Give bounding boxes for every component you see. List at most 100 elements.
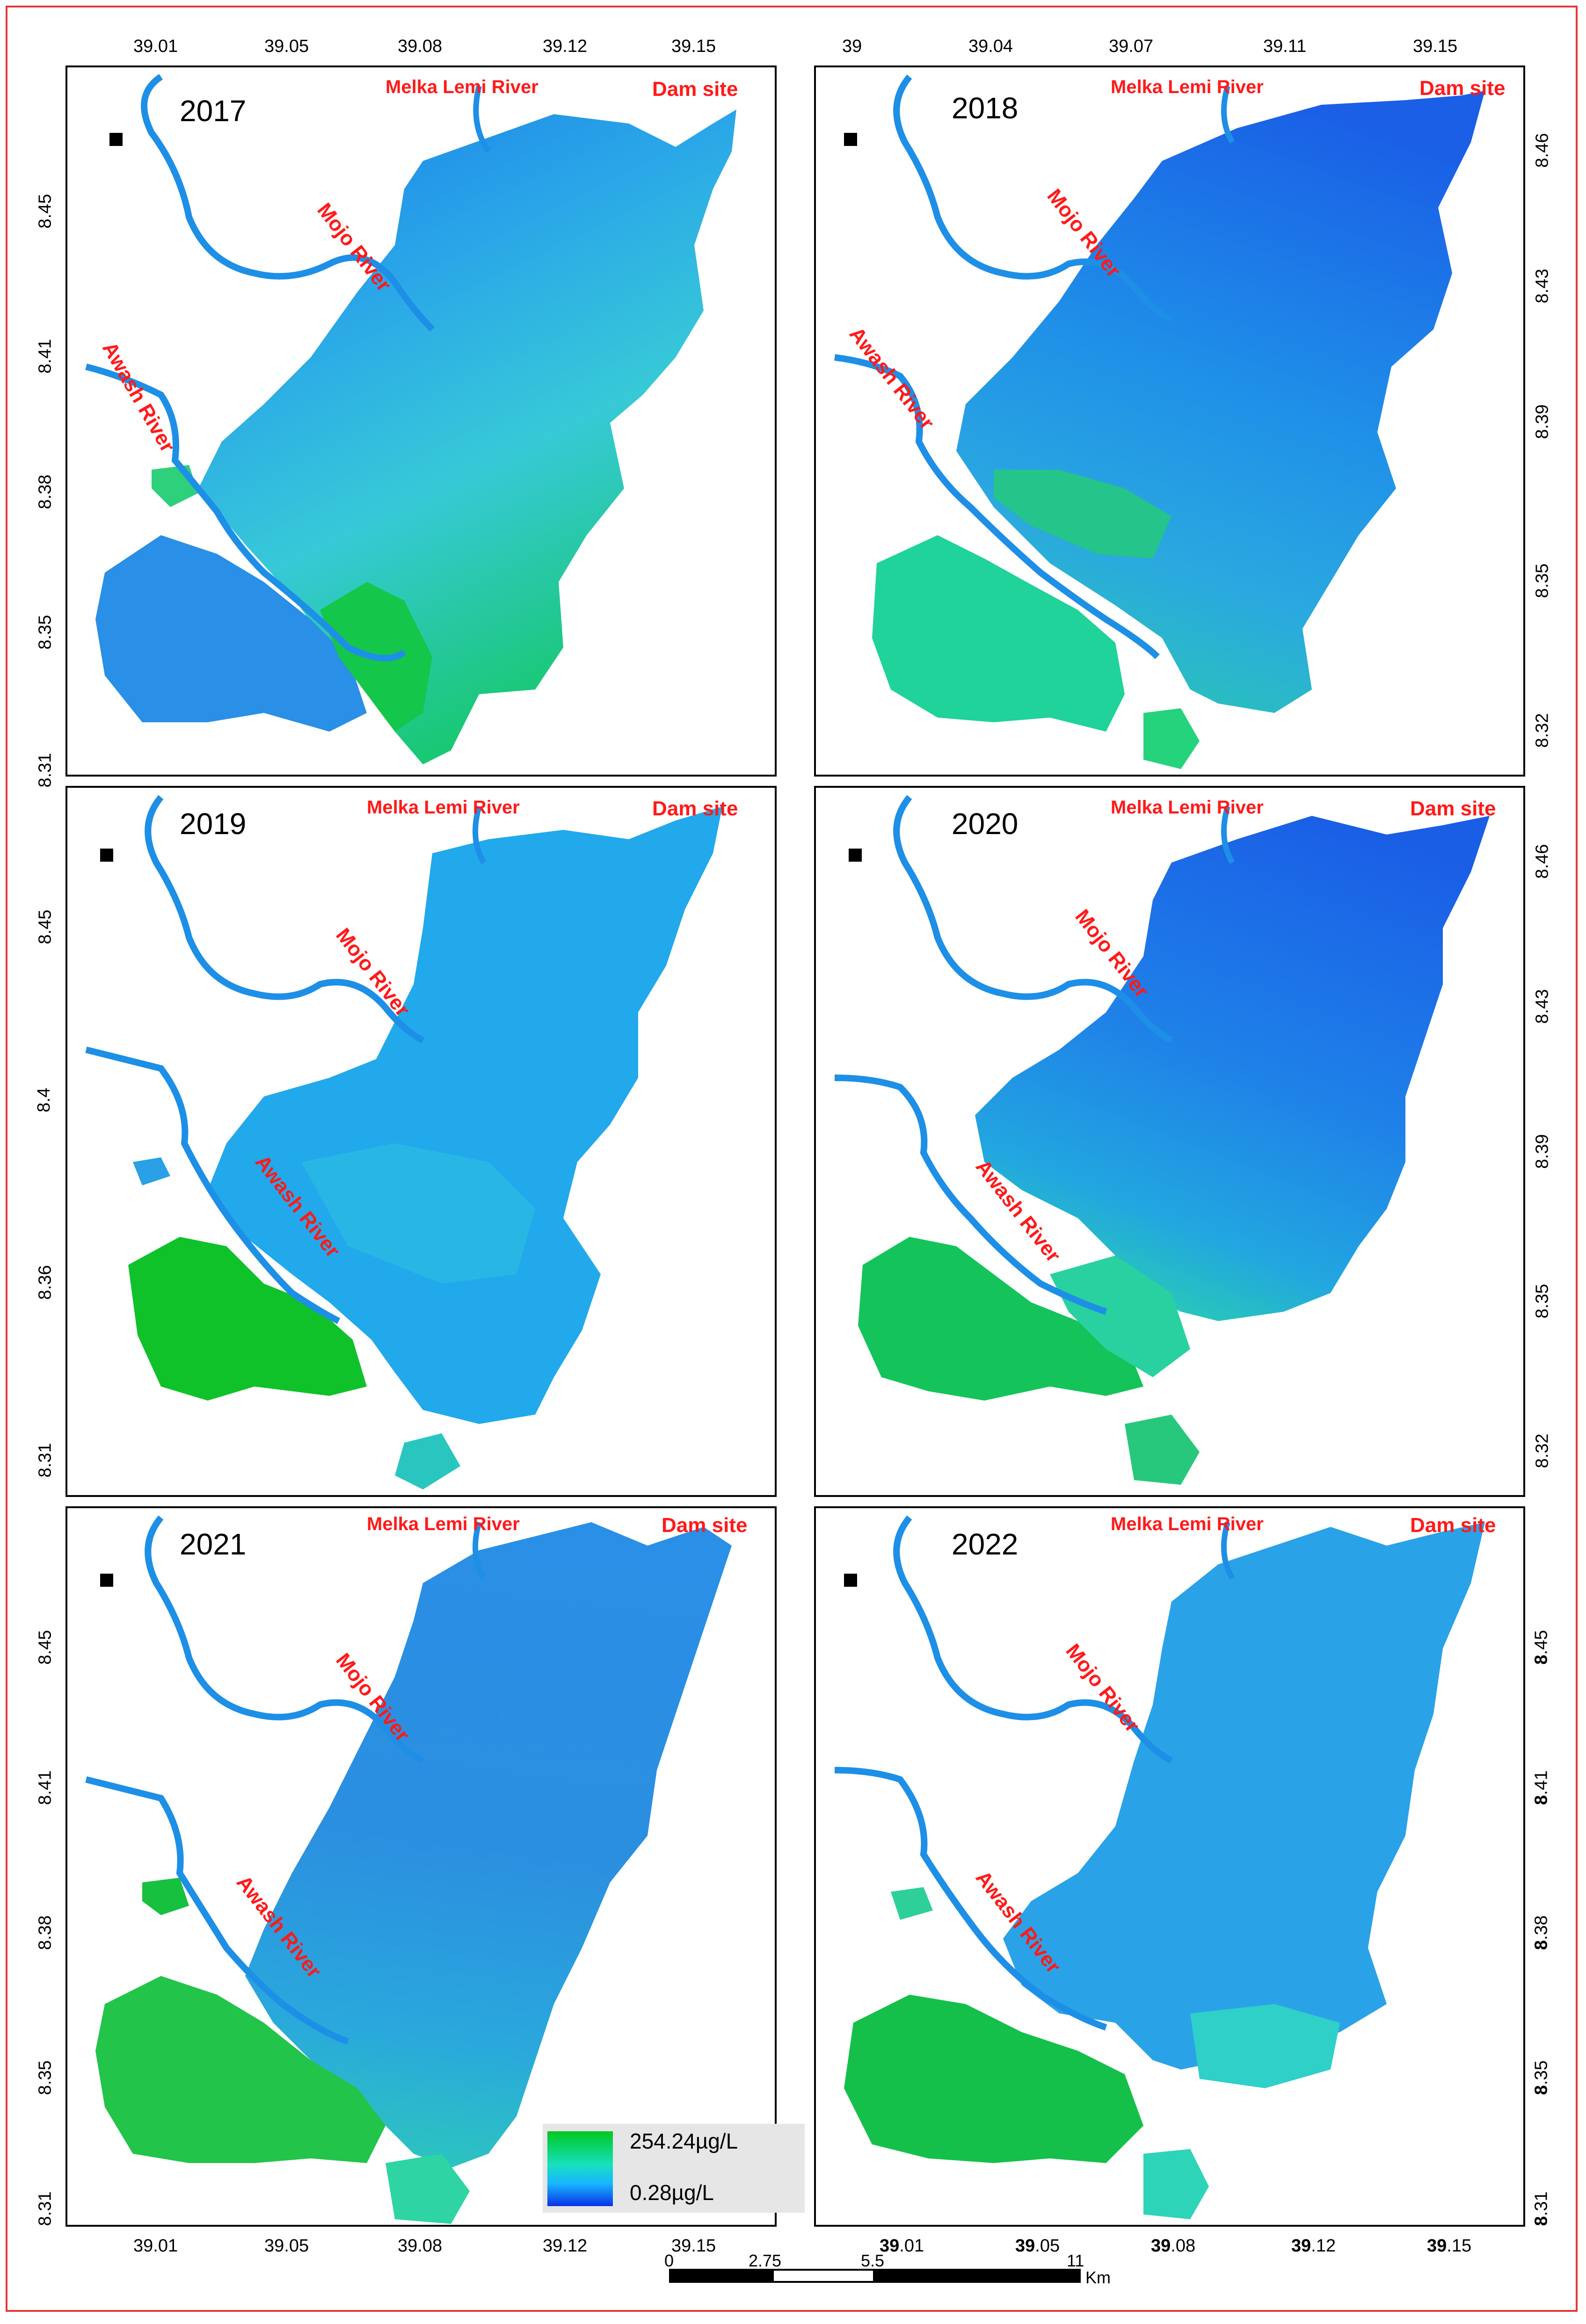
reservoir-south-lobe: [844, 1995, 1143, 2163]
mojo-river: [893, 1515, 1173, 1764]
reservoir-body: [956, 91, 1485, 713]
map-canvas: [834, 1515, 1485, 2219]
y-tick-right: 8.41: [1531, 1771, 1551, 1805]
y-tick-integer: 8: [1531, 2085, 1551, 2095]
legend-min-label: 0.28µg/L: [630, 2180, 714, 2205]
y-tick-left: 8.45: [35, 194, 55, 229]
x-tick-top: 39.08: [398, 36, 443, 56]
y-tick-right: 8.43: [1532, 989, 1552, 1024]
north-arrow-icon: [100, 849, 113, 862]
turbid-zone: [1190, 2004, 1340, 2088]
x-tick-top: 39.15: [1413, 36, 1458, 56]
north-arrow-icon: [844, 133, 857, 146]
y-tick-decimal: .31: [1531, 2191, 1551, 2216]
south-arm: [1125, 1415, 1200, 1485]
reservoir-south-lobe: [95, 535, 367, 732]
north-arrow-icon: [849, 849, 862, 862]
dam-site-label: Dam site: [1419, 77, 1506, 100]
year-label: 2017: [180, 94, 247, 128]
x-tick-bottom: 39.12: [543, 2236, 588, 2256]
y-tick-right: 8.43: [1532, 269, 1552, 304]
x-tick-integer: 39: [880, 2236, 900, 2256]
y-tick-left: 8.36: [35, 1265, 55, 1300]
legend-max-label: 254.24µg/L: [630, 2129, 738, 2153]
awash-river: [85, 363, 407, 661]
x-tick-decimal: .01: [899, 2236, 924, 2256]
y-tick-decimal: .41: [1531, 1770, 1551, 1795]
year-label: 2020: [952, 807, 1019, 841]
y-tick-decimal: .38: [1531, 1915, 1551, 1940]
y-tick-left: 8.35: [35, 615, 55, 650]
map-canvas: [85, 795, 722, 1489]
map-canvas: [834, 795, 1490, 1485]
y-tick-decimal: .35: [1531, 2060, 1551, 2085]
north-arrow-icon: [100, 1574, 113, 1587]
melka-lemi-river: [1221, 85, 1235, 144]
y-tick-left: 8.41: [35, 1770, 55, 1805]
reservoir-south-lobe: [95, 1976, 386, 2163]
legend-color-ramp: [547, 2131, 613, 2206]
y-tick-right: 8.35: [1531, 2061, 1551, 2095]
y-tick-left: 8.4: [34, 1088, 54, 1112]
y-tick-left: 8.41: [35, 339, 55, 374]
y-tick-integer: 8: [1531, 1940, 1551, 1950]
x-tick-bottom: 39.15: [671, 2236, 716, 2256]
reservoir-south-lobe: [128, 1237, 367, 1401]
y-tick-right: 8.46: [1532, 133, 1552, 168]
y-tick-left: 8.31: [35, 753, 55, 788]
scale-bar-segment: [772, 2269, 875, 2283]
x-tick-integer: 39: [1291, 2236, 1311, 2256]
y-tick-left: 8.35: [35, 2060, 55, 2095]
y-tick-integer: 8: [1531, 2216, 1551, 2226]
y-tick-right: 8.39: [1532, 404, 1552, 439]
legend: 254.24µg/L 0.28µg/L: [543, 2124, 805, 2213]
year-label: 2021: [180, 1527, 247, 1561]
x-tick-integer: 39: [1427, 2236, 1447, 2256]
island-green: [152, 465, 198, 507]
map-panel-2021: 2021 Melka Lemi River Dam site Mojo Rive…: [65, 1506, 777, 2227]
reservoir-body: [245, 1522, 732, 2168]
x-tick-top: 39.01: [133, 36, 178, 56]
x-tick-bottom: 39.12: [1291, 2236, 1336, 2256]
awash-river: [85, 1776, 349, 2045]
y-tick-right: 8.45: [1531, 1630, 1551, 1665]
scale-bar-label: 5.5: [861, 2251, 885, 2270]
reservoir-body: [208, 806, 722, 1424]
y-tick-right: 8.35: [1532, 563, 1552, 598]
y-tick-integer: 8: [1531, 1795, 1551, 1805]
awash-river: [834, 1075, 1107, 1315]
mojo-river: [893, 74, 1173, 323]
x-tick-bottom: 39.05: [1015, 2236, 1060, 2256]
map-panel-2017: 2017 Melka Lemi River Dam site Mojo Rive…: [65, 65, 777, 777]
dam-site-label: Dam site: [652, 78, 738, 101]
mojo-river: [893, 795, 1173, 1044]
island-small: [133, 1157, 170, 1185]
y-tick-left: 8.45: [35, 909, 55, 944]
y-tick-left: 8.31: [35, 1443, 55, 1478]
awash-river: [834, 354, 1160, 659]
map-canvas: [834, 74, 1485, 769]
x-tick-top: 39.15: [671, 36, 716, 56]
river-label-melka-lemi: Melka Lemi River: [367, 797, 520, 818]
y-tick-right: 8.32: [1532, 1433, 1552, 1468]
mojo-river: [145, 1515, 425, 1764]
scale-bar-label: 2.75: [749, 2251, 782, 2270]
map-canvas: [85, 1515, 732, 2224]
north-arrow-icon: [844, 1574, 857, 1587]
dam-site-label: Dam site: [1410, 797, 1496, 820]
x-tick-top: 39.04: [968, 36, 1013, 56]
y-tick-left: 8.45: [35, 1630, 55, 1665]
y-tick-left: 8.38: [35, 1915, 55, 1950]
melka-lemi-river: [473, 1521, 487, 1580]
island-green: [142, 1878, 189, 1915]
x-tick-integer: 39: [1015, 2236, 1035, 2256]
island-small: [891, 1887, 933, 1920]
river-label-melka-lemi: Melka Lemi River: [367, 1514, 520, 1534]
scale-bar-label: 11: [1067, 2251, 1084, 2270]
y-tick-right: 8.46: [1532, 844, 1552, 879]
reservoir-body: [198, 109, 736, 764]
x-tick-decimal: .15: [1447, 2236, 1472, 2256]
reservoir-center-tint: [301, 1143, 535, 1284]
x-tick-bottom: 39.15: [1427, 2236, 1471, 2256]
scale-bar-unit: Km: [1085, 2268, 1111, 2287]
